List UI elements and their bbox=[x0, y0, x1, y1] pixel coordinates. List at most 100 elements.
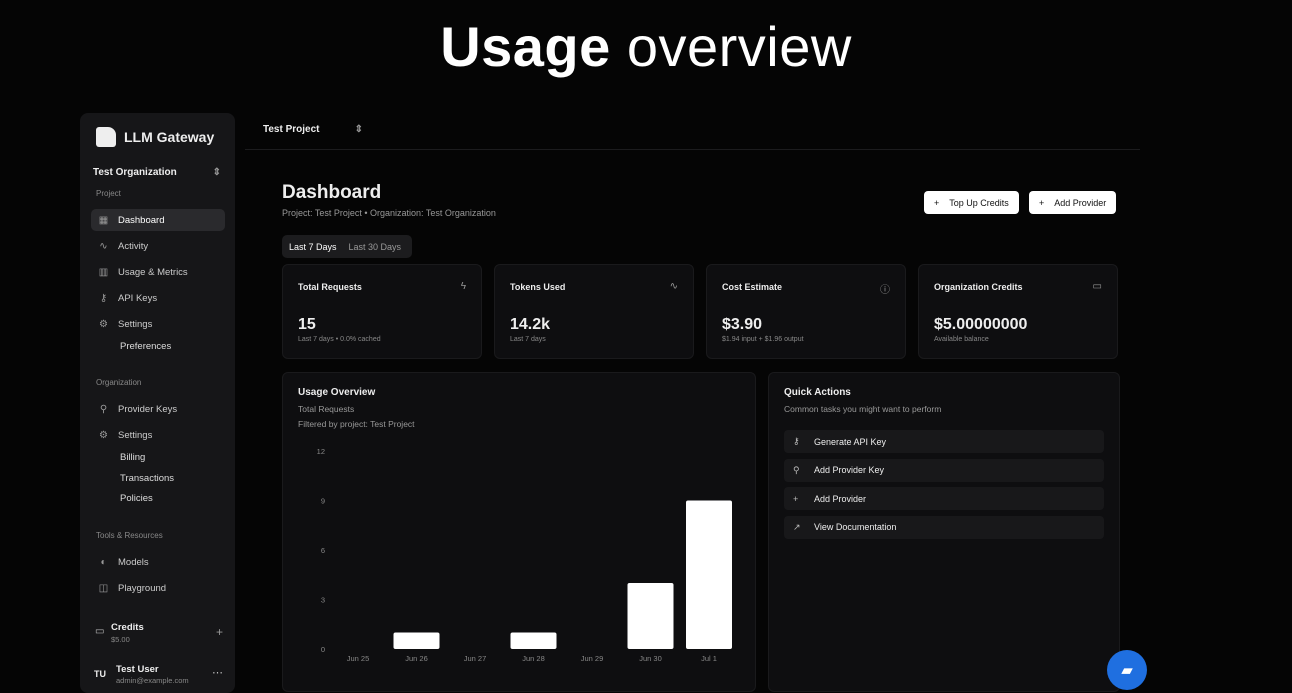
credits[interactable]: ▭ Credits $5.00 + bbox=[95, 622, 223, 644]
panel-title: Quick Actions bbox=[784, 387, 851, 398]
page-title: Dashboard bbox=[282, 182, 382, 203]
card-sub: $1.94 input + $1.96 output bbox=[722, 336, 804, 343]
credit-card-icon: ▭ bbox=[1092, 281, 1102, 292]
stat-card: Tokens Used ∿ 14.2k Last 7 days bbox=[494, 264, 694, 359]
section-label: Project bbox=[96, 189, 121, 198]
panel-desc: Total Requests bbox=[298, 404, 355, 414]
project-switcher[interactable]: Test Project ⇕ bbox=[263, 124, 363, 135]
x-tick-label: Jun 25 bbox=[347, 654, 370, 663]
grid-icon: ▦ bbox=[98, 214, 109, 226]
gear-icon: ⚙ bbox=[99, 429, 108, 441]
tab-last-30-days[interactable]: Last 30 Days bbox=[348, 241, 402, 252]
chevrons-icon: ⇕ bbox=[354, 124, 363, 135]
chat-icon: ▰ bbox=[1121, 662, 1133, 679]
card-title: Total Requests bbox=[298, 282, 362, 292]
avatar: TU bbox=[94, 669, 106, 679]
gear-icon: ⚙ bbox=[99, 318, 108, 330]
usage-chart: 0 3 6 9 12 Jun 25 Jun 26 Jun 27 Jun 28 Jun 29 Jun … bbox=[317, 447, 732, 663]
sidebar-item-provider-keys[interactable]: ⚲ Provider Keys bbox=[99, 403, 178, 415]
logo[interactable]: LLM Gateway bbox=[96, 127, 214, 147]
bar[interactable] bbox=[686, 500, 732, 650]
page-subtitle: Project: Test Project • Organization: Te… bbox=[282, 208, 496, 218]
models-icon: ◐ bbox=[100, 556, 107, 568]
key-icon: ⚷ bbox=[99, 292, 108, 304]
stat-card: Total Requests ϟ 15 Last 7 days • 0.0% cach… bbox=[282, 264, 482, 359]
activity-icon: ∿ bbox=[99, 240, 108, 252]
sidebar-item-org-settings[interactable]: ⚙ Settings bbox=[99, 429, 153, 441]
section-label: Tools & Resources bbox=[96, 531, 163, 540]
plus-icon: + bbox=[1039, 197, 1045, 208]
card-value: $3.90 bbox=[722, 316, 763, 333]
card-sub: Available balance bbox=[934, 336, 989, 343]
sidebar-item-billing[interactable]: Billing bbox=[120, 452, 146, 463]
logo-icon bbox=[96, 127, 116, 147]
y-tick-label: 12 bbox=[317, 447, 325, 456]
topbar: Test Project ⇕ bbox=[245, 113, 1140, 150]
sidebar-item-playground[interactable]: ◫ Playground bbox=[98, 582, 167, 594]
sidebar-item-transactions[interactable]: Transactions bbox=[120, 473, 175, 484]
chevrons-icon: ⇕ bbox=[212, 167, 221, 178]
card-value: 14.2k bbox=[510, 316, 551, 333]
x-tick-label: Jun 29 bbox=[581, 654, 604, 663]
credit-card-icon: ▭ bbox=[95, 626, 105, 637]
x-tick-label: Jun 28 bbox=[522, 654, 545, 663]
x-tick-label: Jun 27 bbox=[464, 654, 487, 663]
stat-card: Cost Estimate ⓘ $3.90 $1.94 input + $1.96 o… bbox=[706, 264, 906, 359]
hero-title: Usage overview bbox=[440, 15, 852, 78]
action-icon: ⚲ bbox=[793, 464, 800, 475]
info-icon: ⓘ bbox=[880, 285, 890, 296]
y-tick-label: 3 bbox=[321, 596, 325, 605]
stat-card: Organization Credits ▭ $5.00000000 Availabl… bbox=[918, 264, 1118, 359]
quick-action[interactable]: ↗ View Documentation bbox=[784, 515, 1104, 539]
sidebar-item-preferences[interactable]: Preferences bbox=[120, 341, 172, 352]
range-tabs: Last 7 Days Last 30 Days bbox=[282, 235, 412, 258]
card-title: Organization Credits bbox=[934, 282, 1023, 292]
action-icon: + bbox=[793, 493, 799, 504]
top-up-credits-button[interactable]: + Top Up Credits bbox=[924, 191, 1019, 214]
chat-button[interactable]: ▰ bbox=[1107, 650, 1147, 690]
card-sub: Last 7 days bbox=[510, 336, 546, 343]
y-tick-label: 0 bbox=[321, 645, 325, 654]
action-icon: ⚷ bbox=[793, 436, 800, 446]
sidebar-item-settings[interactable]: ⚙ Settings bbox=[99, 318, 153, 330]
zap-icon: ϟ bbox=[460, 281, 466, 292]
sidebar-item-policies[interactable]: Policies bbox=[120, 493, 153, 504]
bar[interactable] bbox=[627, 583, 674, 649]
panel-title: Usage Overview bbox=[298, 387, 376, 398]
y-tick-label: 9 bbox=[321, 497, 325, 506]
usage-overview-panel: Usage Overview Total Requests Filtered b… bbox=[282, 372, 756, 692]
user-menu[interactable]: TU Test User admin@example.com ⋯ bbox=[94, 664, 223, 685]
section-label: Organization bbox=[96, 378, 142, 387]
quick-actions-panel: Quick Actions Common tasks you might wan… bbox=[768, 372, 1120, 692]
x-tick-label: Jun 26 bbox=[405, 654, 428, 663]
bar[interactable] bbox=[393, 632, 440, 650]
sidebar-item-activity[interactable]: ∿ Activity bbox=[99, 240, 149, 252]
add-provider-button[interactable]: + Add Provider bbox=[1029, 191, 1117, 214]
quick-action[interactable]: + Add Provider bbox=[784, 487, 1104, 510]
tab-last-7-days[interactable]: Last 7 Days bbox=[289, 241, 337, 252]
x-tick-label: Jun 30 bbox=[639, 654, 662, 663]
x-tick-label: Jul 1 bbox=[701, 654, 717, 663]
playground-icon: ◫ bbox=[98, 582, 109, 594]
y-tick-label: 6 bbox=[321, 546, 325, 555]
sidebar-item-dashboard[interactable]: ▦ Dashboard bbox=[91, 209, 225, 231]
org-switcher[interactable]: Test Organization ⇕ bbox=[93, 167, 221, 178]
quick-action[interactable]: ⚷ Generate API Key bbox=[784, 430, 1104, 453]
sidebar-item-api-keys[interactable]: ⚷ API Keys bbox=[99, 292, 158, 304]
key-icon: ⚲ bbox=[99, 403, 108, 415]
card-sub: Last 7 days • 0.0% cached bbox=[298, 336, 381, 343]
card-title: Tokens Used bbox=[510, 282, 566, 292]
card-value: $5.00000000 bbox=[934, 316, 1028, 333]
sidebar-item-models[interactable]: ◐ Models bbox=[91, 551, 225, 573]
action-icon: ↗ bbox=[793, 521, 801, 532]
sidebar-item-usage[interactable]: ▥ Usage & Metrics bbox=[98, 266, 188, 278]
activity-icon: ∿ bbox=[669, 281, 678, 292]
add-credits-icon[interactable]: + bbox=[215, 625, 223, 639]
quick-action[interactable]: ⚲ Add Provider Key bbox=[784, 458, 1104, 482]
card-value: 15 bbox=[298, 316, 316, 333]
bar-chart-icon: ▥ bbox=[98, 266, 109, 278]
panel-filter: Filtered by project: Test Project bbox=[298, 419, 415, 429]
bar[interactable] bbox=[510, 632, 557, 650]
card-title: Cost Estimate bbox=[722, 282, 783, 292]
more-icon[interactable]: ⋯ bbox=[212, 667, 223, 679]
